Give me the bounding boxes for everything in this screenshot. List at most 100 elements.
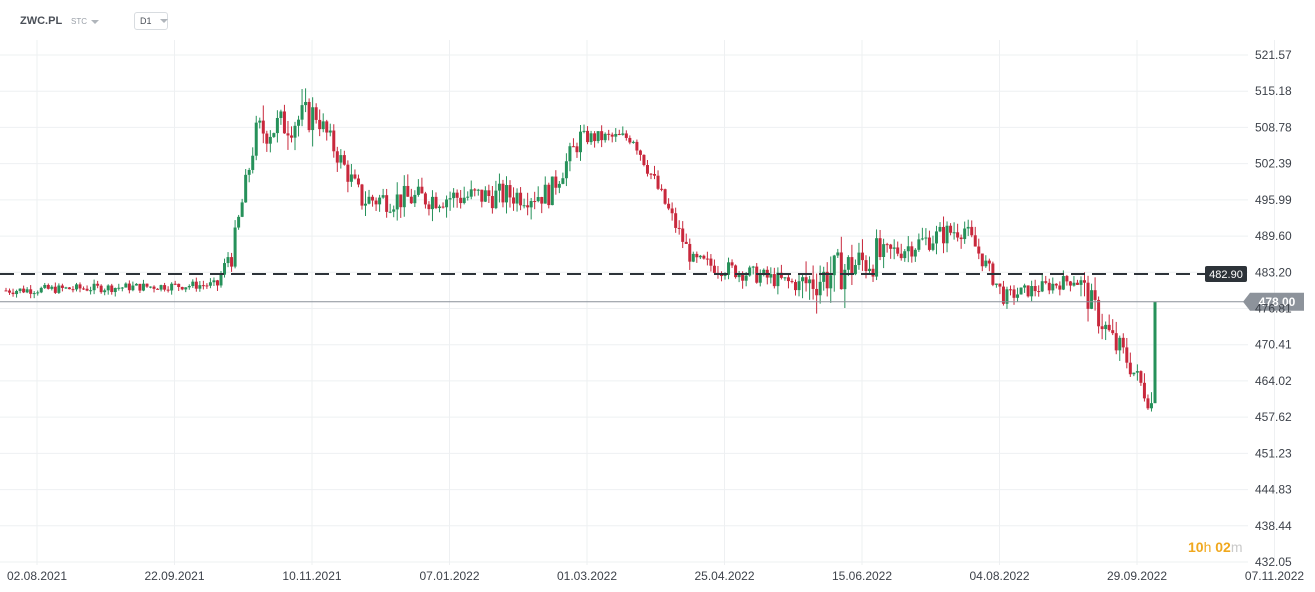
candle-body	[78, 284, 82, 289]
candle-body	[857, 252, 861, 266]
candle-body	[339, 155, 343, 163]
candle-body	[226, 257, 230, 264]
candle-body	[1079, 280, 1083, 285]
candle-body	[684, 241, 688, 244]
candle-body	[596, 131, 600, 142]
candle-body	[1086, 282, 1090, 309]
candle-body	[50, 286, 54, 289]
candle-body	[297, 119, 301, 126]
candle-body	[797, 281, 801, 291]
candle-body	[543, 184, 547, 204]
candle-body	[314, 107, 318, 120]
candle-body	[483, 190, 487, 202]
candle-body	[705, 258, 709, 260]
candle-body	[600, 131, 604, 141]
candle-body	[438, 206, 442, 209]
candle-body	[994, 283, 998, 285]
candle-body	[494, 190, 498, 209]
candle-body	[198, 285, 202, 289]
candle-body	[681, 228, 685, 242]
candle-body	[497, 183, 501, 191]
source-label: STC	[71, 17, 87, 26]
candle-body	[448, 198, 452, 200]
symbol-label[interactable]: ZWC.PL	[20, 15, 63, 27]
candle-body	[815, 288, 819, 296]
candle-body	[113, 287, 117, 293]
candle-body	[772, 274, 776, 287]
candle-body	[258, 120, 262, 123]
y-tick-label: 483.20	[1255, 265, 1292, 279]
candle-body	[945, 225, 949, 244]
candle-body	[349, 174, 353, 182]
candle-body	[1037, 291, 1041, 293]
candle-body	[730, 262, 734, 266]
candle-body	[156, 288, 160, 290]
candle-body	[25, 289, 29, 293]
candle-body	[307, 101, 311, 131]
candle-body	[536, 197, 540, 202]
candle-body	[977, 246, 981, 254]
candle-body	[980, 253, 984, 267]
candle-body	[949, 225, 953, 233]
candle-body	[786, 277, 790, 282]
x-tick-label: 22.09.2021	[144, 569, 204, 583]
candle-body	[1139, 371, 1143, 383]
candle-body	[582, 130, 586, 132]
candle-body	[1054, 283, 1058, 286]
candle-body	[1005, 289, 1009, 304]
candle-body	[194, 281, 198, 289]
countdown-minutes-unit: m	[1230, 539, 1243, 555]
candle-body	[360, 184, 364, 206]
candle-body	[22, 288, 26, 293]
candle-body	[423, 193, 427, 205]
candle-body	[942, 226, 946, 244]
candle-body	[561, 178, 565, 184]
candle-body	[388, 211, 392, 213]
candle-body	[522, 205, 526, 207]
candle-body	[1107, 324, 1111, 331]
y-tick-label: 457.62	[1255, 410, 1292, 424]
candle-body	[1125, 347, 1129, 363]
candle-body	[645, 164, 649, 174]
candle-body	[822, 271, 826, 282]
candle-body	[268, 136, 272, 144]
timeframe-select[interactable]: D1	[134, 12, 168, 30]
candle-body	[956, 232, 960, 238]
candle-body	[748, 267, 752, 276]
x-tick-label: 04.08.2022	[969, 569, 1029, 583]
candle-body	[564, 161, 568, 179]
candle-body	[282, 111, 286, 134]
y-tick-label: 470.41	[1255, 338, 1292, 352]
candle-body	[927, 237, 931, 250]
candle-body	[963, 228, 967, 240]
candle-body	[663, 189, 667, 204]
x-axis: 02.08.2021 22.09.2021 10.11.2021 07.01.2022…	[7, 569, 1304, 583]
candle-body	[712, 265, 716, 273]
source-selector[interactable]: STC	[71, 17, 99, 26]
y-tick-label: 432.05	[1255, 555, 1292, 569]
y-tick-label: 438.44	[1255, 519, 1292, 533]
x-tick-label: 01.03.2022	[557, 569, 617, 583]
candle-body	[134, 283, 138, 286]
candle-body	[1100, 326, 1104, 330]
candle-body	[321, 121, 325, 130]
candle-body	[723, 274, 727, 277]
y-tick-label: 444.83	[1255, 483, 1292, 497]
candle-body	[466, 196, 470, 198]
candle-body	[399, 194, 403, 208]
y-tick-label: 451.23	[1255, 446, 1292, 460]
candle-body	[638, 150, 642, 155]
candle-body	[744, 275, 748, 281]
candle-body	[1008, 289, 1012, 291]
candle-body	[554, 176, 558, 188]
candle-body	[254, 122, 258, 156]
y-tick-label: 495.99	[1255, 193, 1292, 207]
candle-body	[15, 290, 19, 295]
candle-body	[540, 197, 544, 204]
candle-body	[899, 253, 903, 259]
candles	[4, 88, 1157, 412]
candle-body	[43, 284, 47, 288]
candle-body	[1111, 330, 1115, 334]
candle-body	[1121, 337, 1125, 348]
